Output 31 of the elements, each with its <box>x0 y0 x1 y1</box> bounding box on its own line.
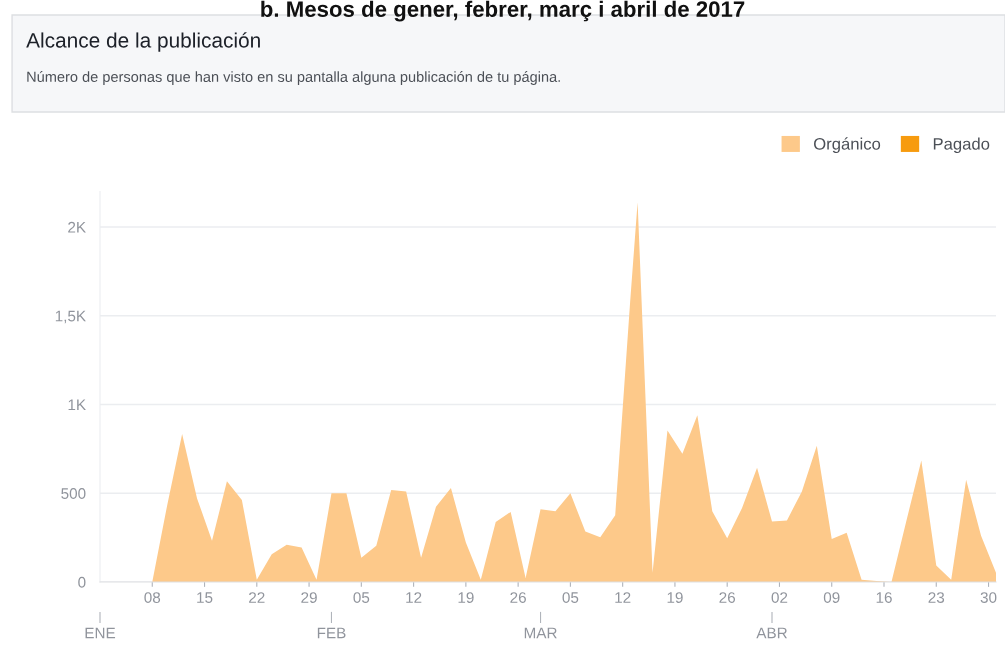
x-tick-label: 30 <box>980 592 997 603</box>
x-tick-label: 19 <box>667 592 683 603</box>
text: b. Mesos de gener, febrer, març i abril de 2017 <box>261 0 745 22</box>
x-tick-label: 16 <box>876 592 892 603</box>
y-tick-label: 1,5K <box>55 310 86 324</box>
x-tick-label: 12 <box>406 592 422 603</box>
x-tick-label: 05 <box>562 592 579 603</box>
legend-label: Orgánico <box>814 137 881 154</box>
x-tick-label: 08 <box>144 592 161 603</box>
y-tick-label: 500 <box>61 488 86 499</box>
x2-tick-label: ABR <box>756 627 787 639</box>
x-tick-label: 05 <box>353 592 370 603</box>
x-tick-label: 22 <box>249 592 265 603</box>
x-tick-label: 23 <box>928 592 945 603</box>
y-tick-label: 1K <box>68 399 86 411</box>
x2-tick-label: ENE <box>85 627 116 639</box>
y-tick-label: 0 <box>78 576 86 588</box>
x-tick-label: 26 <box>719 592 736 603</box>
x-tick-label: 12 <box>615 592 631 603</box>
x-tick-label: 09 <box>823 592 840 603</box>
chart-title: Alcance de la publicación <box>26 32 260 52</box>
x-tick-label: 29 <box>301 592 317 603</box>
x2-tick-label: FEB <box>317 627 346 639</box>
x-tick-label: 15 <box>197 592 213 603</box>
chart-subtitle: Número de personas que han visto en su pantalla alguna publicación de tu página. <box>27 71 560 85</box>
x2-tick-label: MAR <box>524 627 557 639</box>
x-tick-label: 19 <box>458 592 474 603</box>
x-tick-label: 02 <box>771 592 788 603</box>
y-tick-label: 2K <box>68 221 86 233</box>
x-tick-label: 26 <box>510 592 526 603</box>
legend-label: Pagado <box>933 137 990 154</box>
